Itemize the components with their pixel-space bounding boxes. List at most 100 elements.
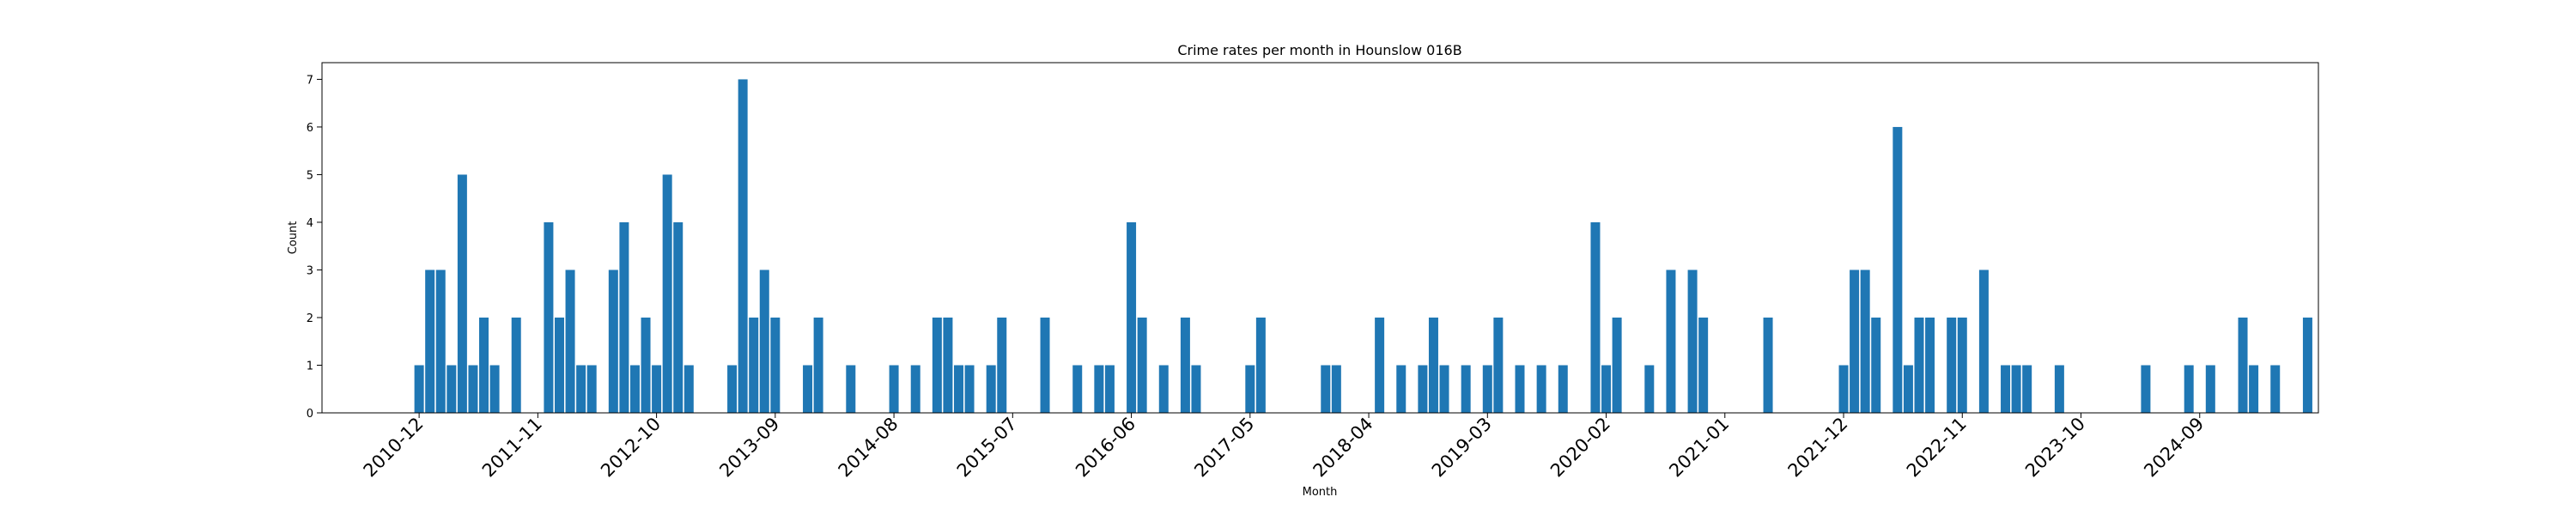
bar xyxy=(953,365,963,413)
bar xyxy=(2302,317,2312,413)
bar xyxy=(1838,365,1849,413)
y-tick-label: 1 xyxy=(307,360,313,373)
bar xyxy=(1331,365,1341,413)
bar xyxy=(1860,270,1870,413)
bar xyxy=(1072,365,1083,413)
bar xyxy=(2238,317,2248,413)
bar xyxy=(727,365,738,413)
bar xyxy=(576,365,586,413)
bar xyxy=(673,221,683,413)
bar xyxy=(479,317,489,413)
y-tick-label: 3 xyxy=(307,264,313,277)
y-tick-label: 2 xyxy=(307,312,313,325)
bar xyxy=(629,365,640,413)
y-tick-label: 5 xyxy=(307,169,313,182)
bar xyxy=(489,365,500,413)
bar xyxy=(889,365,899,413)
bar xyxy=(1850,270,1860,413)
bar xyxy=(738,79,748,414)
y-axis-label: Count xyxy=(287,221,300,255)
bars-layer xyxy=(414,79,2312,414)
bar xyxy=(2141,365,2151,413)
bar xyxy=(608,270,618,413)
bar xyxy=(1321,365,1331,413)
bar xyxy=(1687,270,1698,413)
bar xyxy=(1040,317,1050,413)
bar xyxy=(1893,126,1903,413)
bar xyxy=(619,221,629,413)
bar xyxy=(2249,365,2259,413)
bar xyxy=(1180,317,1190,413)
bar xyxy=(1094,365,1104,413)
bar xyxy=(770,317,781,413)
bar xyxy=(964,365,975,413)
bar xyxy=(759,270,769,413)
bar xyxy=(683,365,694,413)
bar xyxy=(457,174,467,413)
bar xyxy=(1461,365,1471,413)
bar xyxy=(1590,221,1601,413)
bar xyxy=(1482,365,1492,413)
bar xyxy=(1558,365,1568,413)
x-axis-label: Month xyxy=(1303,486,1338,499)
chart-title: Crime rates per month in Hounslow 016B xyxy=(1177,42,1461,58)
bar xyxy=(932,317,942,413)
bar xyxy=(1903,365,1913,413)
bar xyxy=(1871,317,1881,413)
bar xyxy=(425,270,435,413)
bar xyxy=(1245,365,1255,413)
bar xyxy=(414,365,424,413)
bar xyxy=(2184,365,2194,413)
bar xyxy=(2054,365,2064,413)
bar xyxy=(1439,365,1449,413)
bar xyxy=(2022,365,2032,413)
bar xyxy=(2205,365,2215,413)
bar xyxy=(1428,317,1438,413)
bar xyxy=(2011,365,2021,413)
bar xyxy=(2270,365,2281,413)
y-tick-label: 4 xyxy=(307,217,313,230)
bar xyxy=(1947,317,1957,413)
bar xyxy=(586,365,597,413)
bar xyxy=(910,365,920,413)
bar xyxy=(1601,365,1612,413)
bar xyxy=(1978,270,1989,413)
bar xyxy=(1644,365,1655,413)
bar xyxy=(749,317,759,413)
bar xyxy=(813,317,823,413)
bar xyxy=(447,365,457,413)
bar xyxy=(986,365,996,413)
y-axis: 0 1 2 3 4 5 6 7 xyxy=(307,74,322,421)
bar xyxy=(1137,317,1147,413)
bar xyxy=(641,317,651,413)
bar xyxy=(997,317,1007,413)
bar xyxy=(943,317,953,413)
plot-frame xyxy=(321,62,2319,414)
bar xyxy=(1493,317,1504,413)
bar xyxy=(1536,365,1546,413)
bar xyxy=(1127,221,1137,413)
bar xyxy=(1957,317,1967,413)
y-tick-label: 6 xyxy=(307,122,313,135)
bar xyxy=(511,317,521,413)
bar xyxy=(468,365,478,413)
y-tick-label: 0 xyxy=(307,408,313,421)
bar xyxy=(2001,365,2011,413)
bar xyxy=(1158,365,1169,413)
bar xyxy=(554,317,564,413)
bar xyxy=(1255,317,1266,413)
bar xyxy=(1914,317,1924,413)
bar xyxy=(1191,365,1201,413)
bar xyxy=(846,365,856,413)
bar xyxy=(662,174,672,413)
bar xyxy=(1698,317,1709,413)
bar xyxy=(652,365,662,413)
bar xyxy=(803,365,813,413)
bar xyxy=(1666,270,1676,413)
bar xyxy=(435,270,446,413)
bar xyxy=(565,270,575,413)
bar xyxy=(1375,317,1385,413)
bar xyxy=(1763,317,1773,413)
bar xyxy=(1396,365,1406,413)
